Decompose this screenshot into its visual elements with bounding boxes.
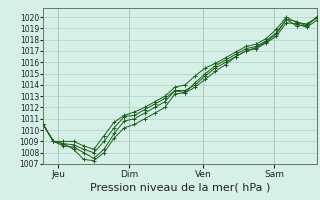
X-axis label: Pression niveau de la mer( hPa ): Pression niveau de la mer( hPa ) <box>90 183 270 193</box>
